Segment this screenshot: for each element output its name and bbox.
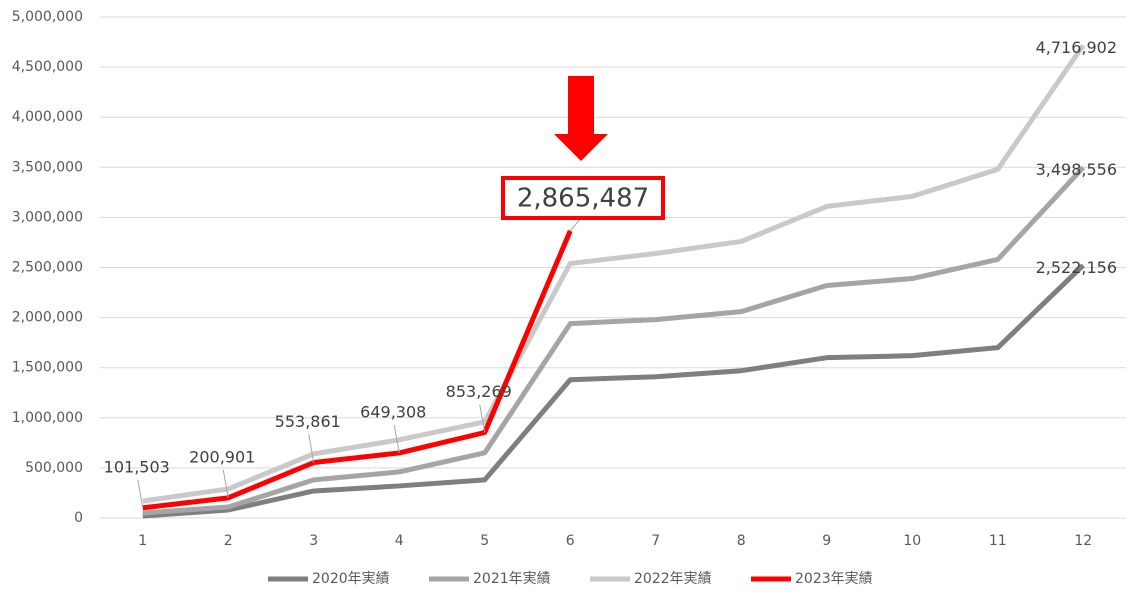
grid: 0 500,000 1,000,000 1,500,000 2,000,000 2,500…: [12, 9, 1126, 549]
y-tick-label: 3,000,000: [12, 209, 83, 225]
series-line: [142, 229, 573, 511]
data-label: 4,716,902: [1036, 38, 1117, 57]
data-label: 649,308: [360, 402, 426, 421]
x-tick-label: 3: [309, 533, 318, 549]
legend-label: 2020年実績: [312, 571, 390, 587]
x-tick-label: 10: [903, 533, 921, 549]
leader-line: [569, 218, 581, 232]
data-label: 3,498,556: [1036, 160, 1117, 179]
x-tick-label: 7: [651, 533, 660, 549]
y-tick-label: 2,500,000: [12, 260, 83, 276]
highlight-arrow: [554, 76, 608, 161]
y-tick-label: 4,000,000: [12, 109, 83, 125]
x-tick-label: 4: [395, 533, 404, 549]
lines: [142, 43, 1086, 519]
y-tick-label: 500,000: [25, 460, 83, 476]
x-tick-label: 5: [480, 533, 489, 549]
y-tick-label: 4,500,000: [12, 59, 83, 75]
data-label: 853,269: [446, 382, 512, 401]
legend-label: 2023年実績: [795, 571, 873, 587]
data-label: 553,861: [275, 412, 341, 431]
y-tick-label: 3,500,000: [12, 159, 83, 175]
y-tick-label: 5,000,000: [12, 9, 83, 25]
x-tick-label: 12: [1074, 533, 1092, 549]
x-tick-label: 11: [989, 533, 1007, 549]
data-label: 2,865,487: [517, 184, 649, 214]
x-tick-label: 1: [138, 533, 147, 549]
y-tick-label: 1,500,000: [12, 360, 83, 376]
y-tick-label: 2,000,000: [12, 310, 83, 326]
series-line: [142, 43, 1086, 504]
legend-label: 2021年実績: [473, 571, 551, 587]
y-tick-label: 0: [74, 510, 83, 526]
labels: 2,522,156 3,498,556 4,716,902 101,503 200,90…: [104, 38, 1117, 587]
leader-line: [137, 479, 144, 508]
series-line: [142, 165, 1086, 516]
leader-line: [393, 424, 400, 454]
highlight-box: [501, 176, 665, 220]
y-tick-label: 1,000,000: [12, 410, 83, 426]
data-label: 2,522,156: [1036, 258, 1117, 277]
x-tick-label: 2: [224, 533, 233, 549]
legend-label: 2022年実績: [634, 571, 712, 587]
leader-line: [479, 404, 486, 433]
data-label: 200,901: [189, 447, 255, 466]
x-tick-label: 9: [822, 533, 831, 549]
leader-line: [308, 434, 315, 463]
leader-line: [222, 469, 229, 498]
x-tick-label: 8: [737, 533, 746, 549]
series-line: [142, 263, 1085, 519]
x-tick-label: 6: [566, 533, 575, 549]
data-label: 101,503: [104, 457, 170, 476]
